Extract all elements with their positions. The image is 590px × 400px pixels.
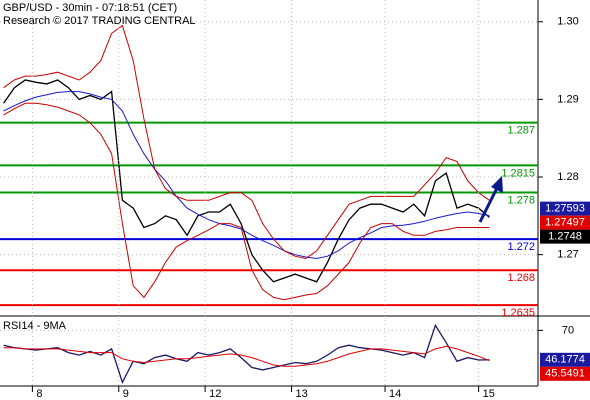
series-line xyxy=(3,323,490,384)
level-label: 1.2635 xyxy=(501,307,535,319)
chart-title: GBP/USD - 30min - 07:18:51 (CET) xyxy=(3,2,177,14)
y-tick-label: 1.27 xyxy=(557,249,578,261)
value-marker-label: 1.27497 xyxy=(545,217,585,229)
y-tick-label: 1.28 xyxy=(557,171,578,183)
value-marker-label: 45.5491 xyxy=(545,368,585,380)
x-tick-label: 15 xyxy=(483,388,495,400)
value-marker xyxy=(540,352,590,367)
value-marker xyxy=(540,215,590,230)
chart-subtitle: Research © 2017 TRADING CENTRAL xyxy=(3,15,196,27)
x-tick-label: 12 xyxy=(209,388,221,400)
series-line xyxy=(3,24,490,260)
forecast-arrow xyxy=(478,185,500,223)
value-marker xyxy=(540,201,590,216)
value-marker xyxy=(540,229,590,244)
forecast-arrowhead xyxy=(491,176,503,193)
level-label: 1.2815 xyxy=(501,167,535,179)
x-tick-label: 14 xyxy=(389,388,401,400)
value-marker-label: 1.27593 xyxy=(545,203,585,215)
series-line xyxy=(3,79,490,283)
level-label: 1.272 xyxy=(507,241,535,253)
value-marker-label: 46.1774 xyxy=(545,354,585,366)
value-marker-label: 1.2748 xyxy=(548,231,582,243)
rsi-title: RSI14 - 9MA xyxy=(3,320,67,332)
y-tick-label: 70 xyxy=(562,324,574,336)
series-line xyxy=(3,102,490,301)
y-tick-label: 1.30 xyxy=(557,16,578,28)
level-label: 1.287 xyxy=(507,125,535,137)
series-line xyxy=(3,91,490,260)
series-line xyxy=(3,345,490,367)
x-tick-label: 8 xyxy=(36,388,42,400)
x-tick-label: 9 xyxy=(123,388,129,400)
value-marker xyxy=(540,366,590,381)
level-label: 1.268 xyxy=(507,272,535,284)
y-tick-label: 1.29 xyxy=(557,93,578,105)
level-label: 1.278 xyxy=(507,194,535,206)
x-tick-label: 13 xyxy=(295,388,307,400)
